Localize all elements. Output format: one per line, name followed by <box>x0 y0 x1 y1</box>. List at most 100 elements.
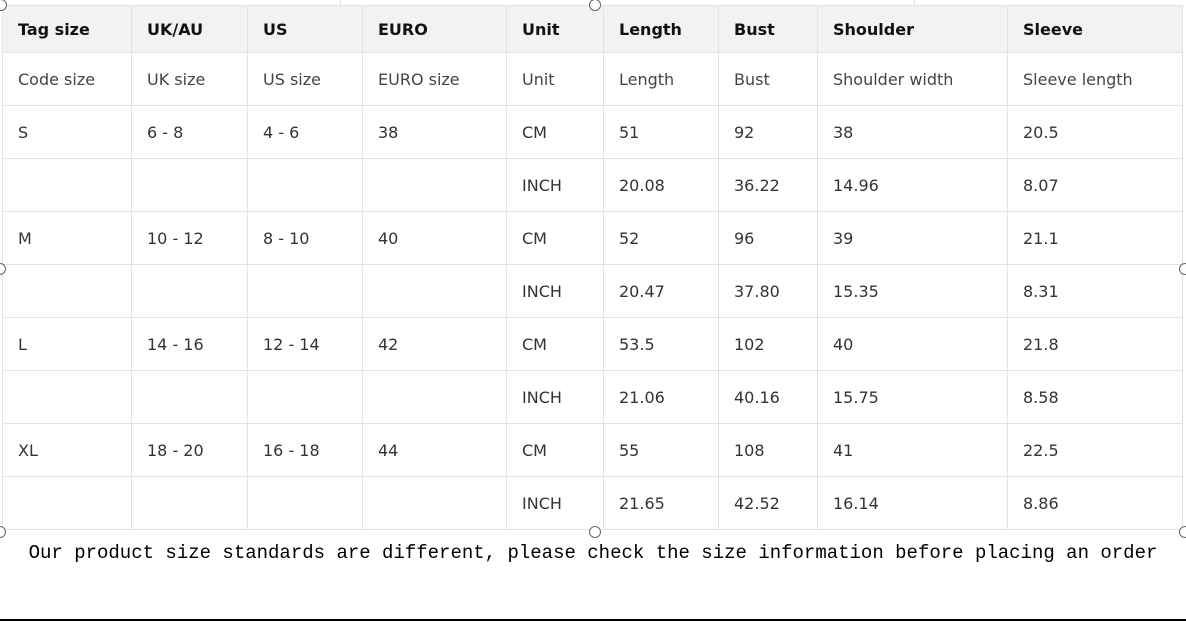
table-row: L 14 - 16 12 - 14 42 CM 53.5 102 40 21.8 <box>2 317 1183 371</box>
table-subheader-row: Code size UK size US size EURO size Unit Leng… <box>2 52 1183 106</box>
table-cell: 40.16 <box>718 370 818 424</box>
table-cell: 39 <box>817 211 1008 265</box>
gridline <box>914 0 915 5</box>
table-row: M 10 - 12 8 - 10 40 CM 52 96 39 21.1 <box>2 211 1183 265</box>
table-cell: L <box>2 317 132 371</box>
table-row: INCH 20.47 37.80 15.35 8.31 <box>2 264 1183 318</box>
table-cell: 102 <box>718 317 818 371</box>
table-cell: Sleeve length <box>1007 52 1183 106</box>
table-cell: 20.08 <box>603 158 719 212</box>
table-cell <box>2 370 132 424</box>
table-cell: INCH <box>506 476 604 530</box>
table-cell: 55 <box>603 423 719 477</box>
table-cell: 20.5 <box>1007 105 1183 159</box>
table-cell: 10 - 12 <box>131 211 248 265</box>
resize-handle-bottom[interactable] <box>589 526 601 538</box>
table-cell: 42.52 <box>718 476 818 530</box>
table-cell: CM <box>506 317 604 371</box>
table-cell: 6 - 8 <box>131 105 248 159</box>
table-cell: 52 <box>603 211 719 265</box>
gridline <box>340 0 341 5</box>
table-cell: INCH <box>506 264 604 318</box>
bottom-rule <box>0 619 1186 621</box>
resize-handle-bottom-right[interactable] <box>1179 526 1186 538</box>
table-row: INCH 20.08 36.22 14.96 8.07 <box>2 158 1183 212</box>
table-cell: 15.35 <box>817 264 1008 318</box>
table-cell <box>2 264 132 318</box>
table-cell: Unit <box>506 52 604 106</box>
table-cell <box>131 370 248 424</box>
table-cell: 96 <box>718 211 818 265</box>
table-cell: 4 - 6 <box>247 105 363 159</box>
table-header-row: Tag size UK/AU US EURO Unit Length Bust Shoulde… <box>2 5 1183 53</box>
table-cell: Shoulder <box>817 5 1008 53</box>
table-cell: Sleeve <box>1007 5 1183 53</box>
table-cell: 38 <box>362 105 507 159</box>
table-cell: 18 - 20 <box>131 423 248 477</box>
table-cell: 15.75 <box>817 370 1008 424</box>
table-cell: EURO size <box>362 52 507 106</box>
table-cell: CM <box>506 423 604 477</box>
table-cell <box>362 476 507 530</box>
table-cell: 37.80 <box>718 264 818 318</box>
table-cell: 21.65 <box>603 476 719 530</box>
table-cell: INCH <box>506 370 604 424</box>
table-cell <box>247 264 363 318</box>
size-chart-table: Tag size UK/AU US EURO Unit Length Bust Shoulde… <box>2 5 1183 530</box>
table-cell: XL <box>2 423 132 477</box>
table-cell <box>131 476 248 530</box>
table-cell: 8 - 10 <box>247 211 363 265</box>
table-cell: 8.86 <box>1007 476 1183 530</box>
table-cell: 16 - 18 <box>247 423 363 477</box>
table-cell: 53.5 <box>603 317 719 371</box>
table-cell: CM <box>506 105 604 159</box>
table-cell: Length <box>603 52 719 106</box>
table-cell: Bust <box>718 52 818 106</box>
table-cell: Unit <box>506 5 604 53</box>
table-cell: 38 <box>817 105 1008 159</box>
table-cell <box>247 476 363 530</box>
table-row: XL 18 - 20 16 - 18 44 CM 55 108 41 22.5 <box>2 423 1183 477</box>
table-cell: US <box>247 5 363 53</box>
table-cell: 20.47 <box>603 264 719 318</box>
table-cell: UK size <box>131 52 248 106</box>
table-cell: S <box>2 105 132 159</box>
table-cell <box>2 476 132 530</box>
table-cell <box>362 264 507 318</box>
table-cell: M <box>2 211 132 265</box>
table-cell: 36.22 <box>718 158 818 212</box>
resize-handle-right[interactable] <box>1179 263 1186 275</box>
table-cell: 92 <box>718 105 818 159</box>
table-cell: 21.1 <box>1007 211 1183 265</box>
table-cell: EURO <box>362 5 507 53</box>
table-cell: 108 <box>718 423 818 477</box>
table-cell: US size <box>247 52 363 106</box>
table-cell: 51 <box>603 105 719 159</box>
table-cell: 14.96 <box>817 158 1008 212</box>
table-cell: 40 <box>817 317 1008 371</box>
table-cell <box>362 370 507 424</box>
table-cell <box>362 158 507 212</box>
size-disclaimer-text: Our product size standards are different… <box>28 542 1158 564</box>
table-cell <box>247 158 363 212</box>
table-cell <box>131 264 248 318</box>
table-row: INCH 21.06 40.16 15.75 8.58 <box>2 370 1183 424</box>
table-cell: 8.07 <box>1007 158 1183 212</box>
table-cell: 21.06 <box>603 370 719 424</box>
resize-handle-top[interactable] <box>589 0 601 11</box>
table-cell: CM <box>506 211 604 265</box>
table-cell <box>131 158 248 212</box>
table-cell: 21.8 <box>1007 317 1183 371</box>
table-row: INCH 21.65 42.52 16.14 8.86 <box>2 476 1183 530</box>
table-cell: INCH <box>506 158 604 212</box>
table-cell <box>2 158 132 212</box>
table-cell: 16.14 <box>817 476 1008 530</box>
table-cell: 12 - 14 <box>247 317 363 371</box>
table-cell: 41 <box>817 423 1008 477</box>
table-cell <box>247 370 363 424</box>
table-cell: 14 - 16 <box>131 317 248 371</box>
table-cell: Bust <box>718 5 818 53</box>
table-cell: UK/AU <box>131 5 248 53</box>
table-cell: 42 <box>362 317 507 371</box>
